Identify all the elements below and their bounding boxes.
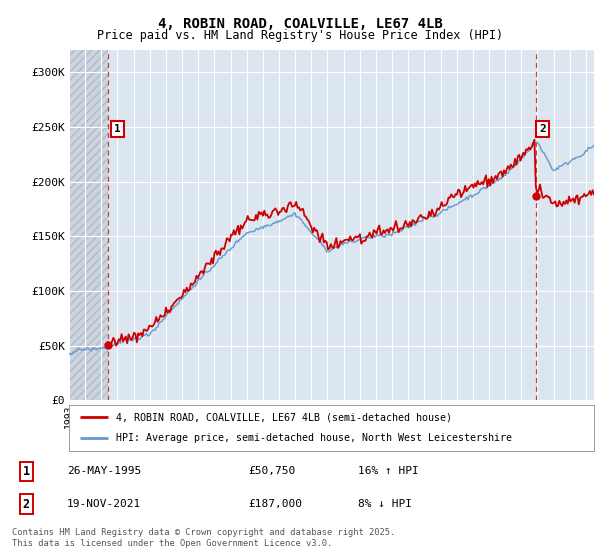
Text: 1: 1: [23, 465, 30, 478]
Text: 8% ↓ HPI: 8% ↓ HPI: [358, 499, 412, 509]
Text: Contains HM Land Registry data © Crown copyright and database right 2025.
This d: Contains HM Land Registry data © Crown c…: [12, 528, 395, 548]
Text: £187,000: £187,000: [248, 499, 302, 509]
Text: 16% ↑ HPI: 16% ↑ HPI: [358, 466, 418, 477]
Text: 19-NOV-2021: 19-NOV-2021: [67, 499, 141, 509]
Text: HPI: Average price, semi-detached house, North West Leicestershire: HPI: Average price, semi-detached house,…: [116, 433, 512, 444]
Text: 2: 2: [23, 498, 30, 511]
Text: 4, ROBIN ROAD, COALVILLE, LE67 4LB: 4, ROBIN ROAD, COALVILLE, LE67 4LB: [158, 17, 442, 31]
Text: 1: 1: [114, 124, 121, 134]
Text: 4, ROBIN ROAD, COALVILLE, LE67 4LB (semi-detached house): 4, ROBIN ROAD, COALVILLE, LE67 4LB (semi…: [116, 412, 452, 422]
Text: 26-MAY-1995: 26-MAY-1995: [67, 466, 141, 477]
Text: Price paid vs. HM Land Registry's House Price Index (HPI): Price paid vs. HM Land Registry's House …: [97, 29, 503, 42]
Bar: [69, 50, 108, 400]
Text: 2: 2: [539, 124, 546, 134]
Text: £50,750: £50,750: [248, 466, 295, 477]
